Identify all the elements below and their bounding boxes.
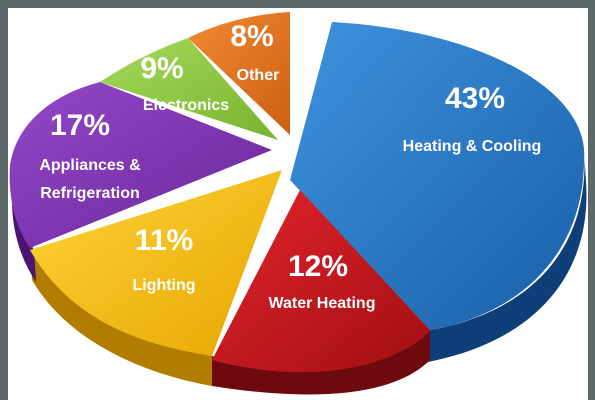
slice-appliances-refrigeration (9, 82, 273, 248)
appliances-side (12, 170, 36, 282)
slice-sides (12, 150, 587, 395)
appliances-pct-label: 17% (50, 109, 110, 142)
heating-name-label: Heating & Cooling (403, 138, 542, 155)
slice-other (188, 12, 290, 135)
lighting-name-label: Lighting (132, 277, 195, 294)
appliances-name-label-1: Appliances & (39, 157, 141, 174)
water-pct-label: 12% (288, 250, 348, 283)
lighting-pct-label: 11% (135, 224, 193, 257)
slice-electronics (100, 38, 278, 140)
slice-lighting (30, 170, 282, 356)
other-name-label: Other (237, 67, 280, 84)
heating-pct-label: 43% (445, 82, 505, 115)
slice-water-heating (212, 190, 430, 373)
slice-heating-cooling (290, 22, 585, 330)
water-name-label: Water Heating (269, 295, 376, 312)
appliances-name-label-2: Refrigeration (40, 185, 140, 202)
electronics-name-label: Electronics (143, 97, 229, 114)
other-pct-label: 8% (230, 20, 273, 53)
electronics-pct-label: 9% (140, 52, 183, 85)
water-heating-side (212, 330, 430, 395)
heating-cooling-side (428, 150, 587, 362)
lighting-side (30, 250, 212, 386)
